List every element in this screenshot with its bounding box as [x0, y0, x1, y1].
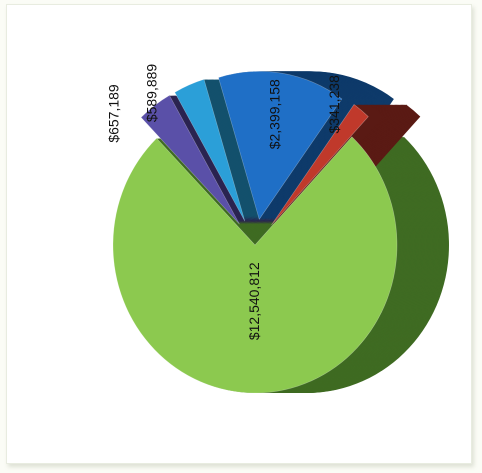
- pie-data-label: $341,238: [326, 75, 342, 134]
- pie-data-label: $12,540,812: [246, 262, 262, 340]
- pie-slice: [271, 104, 369, 226]
- pie-slice: [112, 136, 398, 394]
- data-label-layer: $12,540,812 $657,189 $589,889 $2,399,158 $34…: [105, 64, 342, 341]
- pie-data-label: $657,189: [105, 84, 121, 143]
- pie-slice: [218, 71, 343, 221]
- pie-slice: [174, 78, 246, 222]
- pie-data-label: $589,889: [144, 64, 160, 123]
- pie-top-layer: [112, 71, 398, 394]
- pie-data-label: $2,399,158: [267, 79, 283, 149]
- pie-slice: [140, 94, 240, 225]
